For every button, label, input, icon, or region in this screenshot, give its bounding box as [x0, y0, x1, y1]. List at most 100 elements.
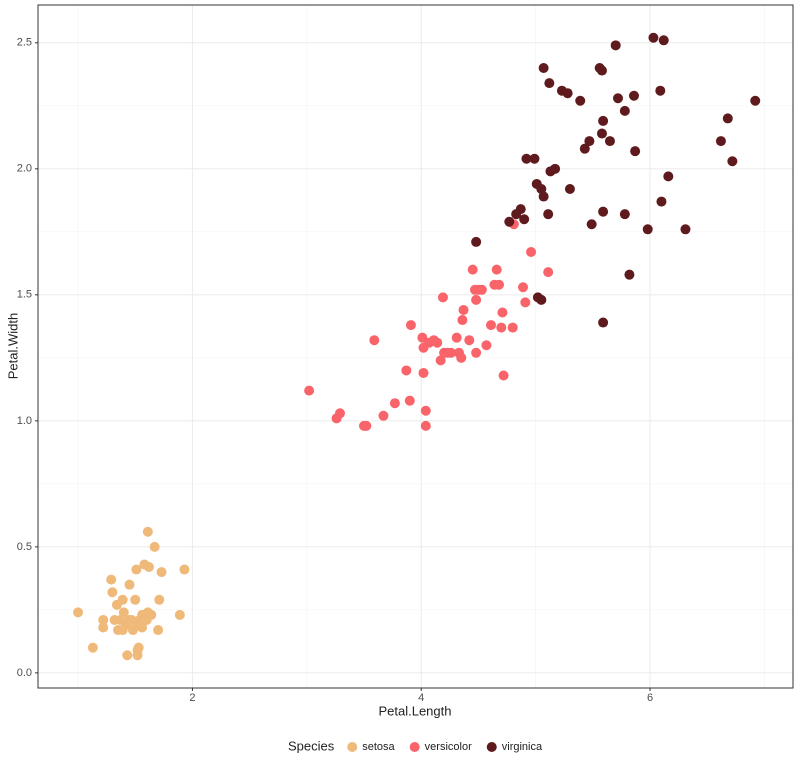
point: [143, 562, 154, 573]
point: [494, 279, 505, 290]
x-tick-label: 6: [647, 692, 653, 704]
point: [520, 297, 531, 308]
point: [420, 420, 431, 431]
point: [389, 398, 400, 409]
point: [451, 332, 462, 343]
point: [401, 365, 412, 376]
point: [437, 292, 448, 303]
point: [445, 347, 456, 358]
legend-label: setosa: [362, 741, 395, 753]
panel: [38, 5, 793, 688]
point: [117, 594, 128, 605]
point: [174, 609, 185, 620]
point: [496, 322, 507, 333]
point: [107, 587, 118, 598]
point: [656, 196, 667, 207]
point: [543, 209, 554, 220]
point: [146, 609, 157, 620]
point: [655, 85, 666, 96]
legend-marker: [409, 742, 420, 752]
point: [504, 216, 515, 227]
point: [106, 574, 117, 585]
point: [118, 607, 129, 618]
y-tick-label: 2.0: [17, 163, 32, 175]
point: [584, 136, 595, 147]
y-tick-label: 0.0: [17, 667, 32, 679]
point: [538, 191, 549, 202]
point: [648, 32, 659, 43]
point: [471, 236, 482, 247]
point: [404, 395, 415, 406]
y-tick-label: 0.5: [17, 541, 32, 553]
point: [612, 93, 623, 104]
points: [73, 32, 761, 661]
point: [521, 153, 532, 164]
point: [418, 367, 429, 378]
point: [562, 88, 573, 99]
point: [87, 642, 98, 653]
point: [507, 322, 518, 333]
point: [536, 183, 547, 194]
point: [598, 317, 609, 328]
point: [715, 136, 726, 147]
point: [467, 264, 478, 275]
point: [149, 541, 160, 552]
point: [98, 614, 109, 625]
legend-label: virginica: [502, 741, 543, 753]
point: [518, 282, 529, 293]
point: [596, 128, 607, 139]
point: [515, 204, 526, 215]
point: [457, 315, 468, 326]
point: [727, 156, 738, 167]
point: [619, 209, 630, 220]
point: [619, 105, 630, 116]
point: [658, 35, 669, 46]
panel-border: [37, 4, 794, 689]
point: [133, 642, 144, 653]
point: [628, 90, 639, 101]
point: [544, 78, 555, 89]
point: [538, 63, 549, 74]
point: [722, 113, 733, 124]
point: [142, 526, 153, 537]
point: [131, 564, 142, 575]
point: [361, 420, 372, 431]
point: [432, 337, 443, 348]
point: [498, 370, 509, 381]
point: [491, 264, 502, 275]
point: [486, 320, 496, 331]
point: [604, 136, 615, 147]
legend-marker: [347, 742, 358, 752]
point: [598, 206, 609, 217]
point: [529, 153, 540, 164]
point: [579, 143, 590, 154]
point: [130, 594, 141, 605]
y-tick-label: 1.0: [17, 415, 32, 427]
point: [624, 269, 635, 280]
x-tick-label: 2: [189, 692, 195, 704]
grid: [38, 5, 793, 688]
legend-title: Species: [288, 738, 335, 753]
point: [750, 95, 761, 106]
legend: Species setosa versicolor virginica: [288, 738, 543, 753]
point: [519, 214, 530, 225]
point: [550, 163, 561, 174]
point: [610, 40, 621, 51]
point: [586, 219, 597, 230]
point: [378, 410, 389, 421]
point: [137, 622, 148, 633]
point: [575, 95, 586, 106]
point: [630, 146, 641, 157]
point: [304, 385, 315, 396]
point: [154, 594, 165, 605]
point: [663, 171, 674, 182]
point: [497, 307, 508, 318]
point: [471, 294, 482, 305]
point: [153, 625, 164, 636]
point: [680, 224, 691, 235]
point: [458, 304, 469, 315]
point: [417, 332, 428, 343]
point: [456, 352, 467, 363]
legend-label: versicolor: [425, 741, 472, 753]
point: [122, 650, 133, 661]
